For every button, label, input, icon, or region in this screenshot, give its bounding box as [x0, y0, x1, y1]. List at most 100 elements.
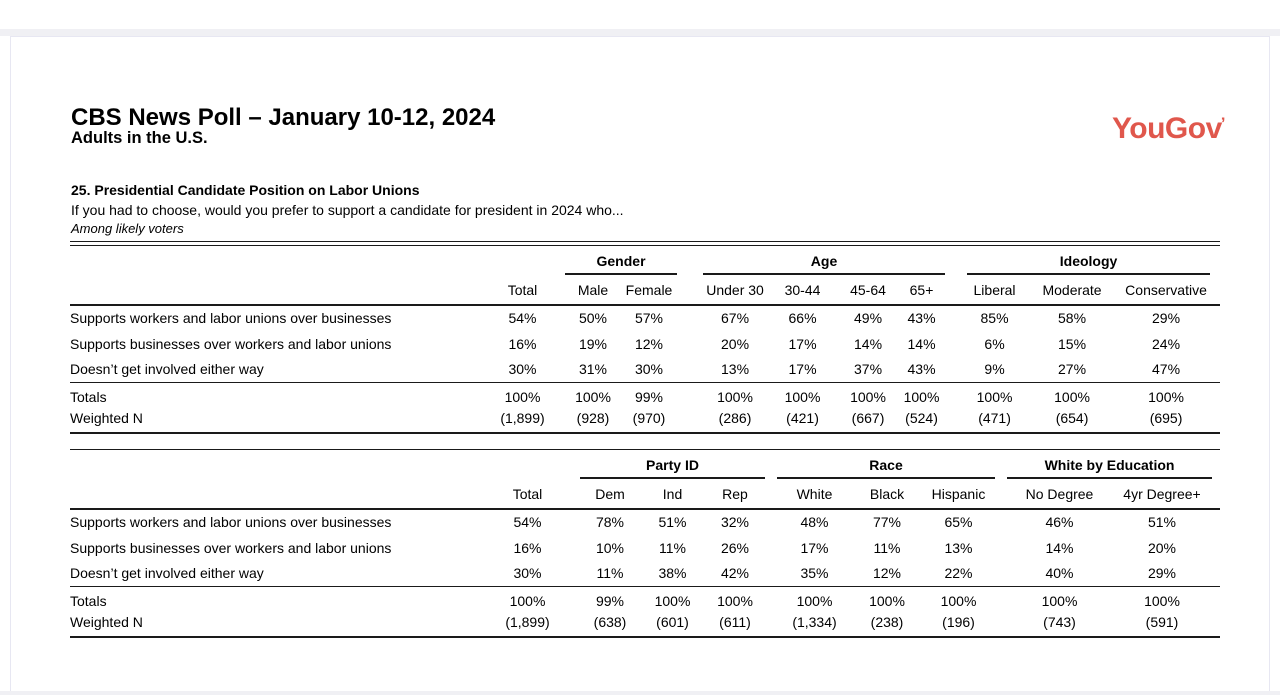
column-header-45-64: 45-64	[838, 273, 899, 306]
value-cell: 100%	[717, 389, 753, 406]
cell-spacer	[1212, 560, 1221, 587]
value-cell: 19%	[578, 335, 608, 352]
cell-spacer	[1210, 383, 1220, 408]
cell-spacer	[765, 612, 777, 637]
cell-spacer	[570, 560, 580, 587]
value-cell: 54%	[508, 310, 537, 326]
answer-row: Supports workers and labor unions over b…	[70, 509, 1220, 535]
cell-spacer	[945, 331, 967, 357]
group-header-row: Gender Age Ideology	[70, 245, 1220, 275]
value-cell: 100%	[504, 389, 541, 406]
value-cell: 32%	[720, 514, 750, 530]
answer-row-label: Doesn’t get involved either way	[70, 560, 485, 587]
column-header-white: White	[777, 477, 852, 510]
value-cell: (601)	[656, 613, 689, 630]
crosstab-table-party-race-education: Party ID Race White by Education Total Dem In…	[70, 449, 1221, 638]
cell-spacer	[1212, 535, 1220, 561]
value-cell: (421)	[786, 409, 819, 426]
group-header-race: Race	[777, 449, 995, 479]
group-header-ideology: Ideology	[967, 245, 1211, 275]
column-header-total: Total	[480, 273, 565, 306]
column-header-moderate: Moderate	[1022, 273, 1123, 306]
value-cell: 22%	[922, 560, 995, 587]
column-header-conservative: Conservative	[1122, 273, 1211, 306]
column-spacer	[1212, 477, 1221, 510]
column-header-male: Male	[565, 273, 621, 306]
column-header-black: Black	[852, 477, 922, 510]
value-cell: (196)	[942, 613, 975, 630]
group-spacer	[1210, 246, 1220, 274]
value-cell: 85%	[980, 310, 1009, 326]
column-header-under-30: Under 30	[703, 273, 768, 306]
value-cell: 20%	[1147, 539, 1177, 556]
group-header-party-id: Party ID	[580, 449, 765, 479]
value-cell: 17%	[767, 356, 839, 383]
cell-spacer	[995, 587, 1007, 612]
value-cell: 11%	[659, 539, 686, 556]
value-cell: 100%	[575, 389, 611, 406]
cell-spacer	[570, 612, 580, 637]
value-cell: 16%	[508, 335, 537, 352]
column-header-total: Total	[485, 477, 570, 510]
answer-row-label: Supports businesses over workers and lab…	[70, 335, 392, 352]
value-cell: (1,899)	[500, 409, 545, 426]
value-cell: 38%	[640, 560, 705, 587]
value-cell: 78%	[595, 514, 625, 530]
cell-spacer	[1212, 587, 1220, 612]
column-header-hispanic: Hispanic	[922, 477, 995, 510]
answer-row: Supports businesses over workers and lab…	[70, 331, 1220, 357]
value-cell: 17%	[788, 335, 817, 352]
weighted-n-row: Weighted N (1,899) (638) (601) (611) (1,334) (…	[70, 612, 1220, 637]
value-cell: 10%	[595, 539, 625, 556]
cell-spacer	[765, 509, 777, 535]
column-spacer	[677, 273, 704, 306]
crosstab-table-gender-age-ideology: Gender Age Ideology Total Male Female Under 30…	[70, 245, 1221, 434]
column-header-dem: Dem	[580, 477, 640, 510]
group-spacer	[1212, 450, 1220, 478]
value-cell: (591)	[1145, 613, 1179, 630]
totals-row: Totals 100% 99% 100% 100% 100% 100% 100% 100% 100…	[70, 587, 1220, 612]
value-cell: 37%	[838, 356, 899, 383]
group-header-blank	[485, 450, 570, 478]
cell-spacer	[677, 383, 703, 408]
column-header-no-degree: No Degree	[1007, 477, 1112, 510]
cell-spacer	[570, 535, 580, 561]
question-population-note: Among likely voters	[71, 221, 184, 236]
group-header-age: Age	[703, 245, 946, 275]
value-cell: 67%	[721, 310, 750, 326]
value-cell: 100%	[903, 389, 940, 406]
value-cell: 24%	[1152, 335, 1181, 352]
value-cell: (654)	[1055, 409, 1089, 426]
value-cell: 100%	[796, 593, 833, 610]
value-cell: 100%	[1041, 593, 1078, 610]
group-spacer	[570, 450, 580, 478]
answer-row: Supports businesses over workers and lab…	[70, 535, 1220, 561]
cell-spacer	[677, 356, 704, 383]
answer-row-label: Doesn’t get involved either way	[70, 356, 480, 383]
yougov-logo: YouGov’	[1112, 112, 1226, 146]
value-cell: 30%	[621, 356, 678, 383]
totals-row: Totals 100% 100% 99% 100% 100% 100% 100% 100% 100…	[70, 383, 1220, 408]
weighted-n-row-label: Weighted N	[70, 613, 143, 630]
cell-spacer	[1210, 408, 1220, 433]
value-cell: 13%	[944, 539, 973, 556]
value-cell: 9%	[967, 356, 1023, 383]
group-spacer	[765, 450, 777, 478]
question-number-title: 25. Presidential Candidate Position on L…	[71, 182, 420, 198]
value-cell: 20%	[721, 335, 750, 352]
value-cell: (695)	[1149, 409, 1183, 426]
cell-spacer	[945, 383, 967, 408]
value-cell: 43%	[907, 310, 936, 326]
cell-spacer	[945, 408, 967, 433]
answer-row: Doesn’t get involved either way 30% 31% 30%…	[70, 356, 1221, 383]
column-header-liberal: Liberal	[967, 273, 1023, 306]
answer-row: Doesn’t get involved either way 30% 11% 38%…	[70, 560, 1221, 587]
group-header-stub	[70, 450, 485, 478]
column-header-stub	[70, 273, 480, 306]
cell-spacer	[677, 408, 703, 433]
cell-spacer	[1210, 305, 1220, 331]
value-cell: 31%	[565, 356, 621, 383]
value-cell: 46%	[1045, 514, 1074, 530]
value-cell: 100%	[1148, 389, 1184, 406]
